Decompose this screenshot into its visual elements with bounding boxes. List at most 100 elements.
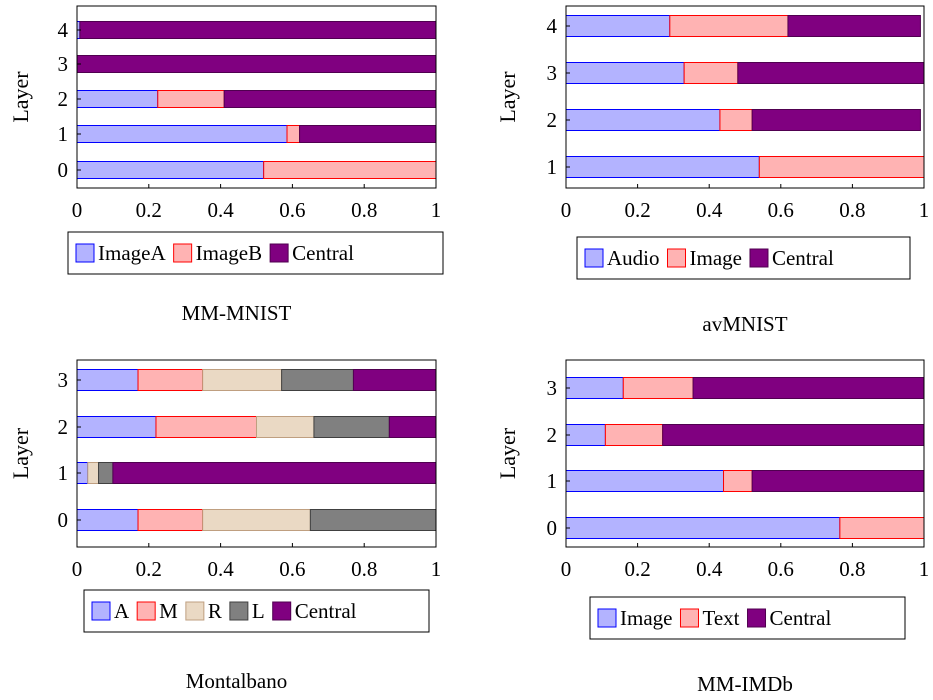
legend-swatch-imageb xyxy=(173,243,193,263)
bar-segment-audio-layer-3 xyxy=(565,62,685,84)
axes-frame xyxy=(565,5,925,189)
bar-segment-l-layer-1 xyxy=(98,462,114,484)
legend-swatch-r xyxy=(185,601,205,621)
legend-label-imageb: ImageB xyxy=(196,241,262,265)
bar-segment-image-layer-3 xyxy=(565,377,624,399)
legend-label-r: R xyxy=(208,599,222,623)
bar-segment-central-layer-3 xyxy=(352,369,437,391)
legend-label-imagea: ImageA xyxy=(98,241,166,265)
legend-label-central: Central xyxy=(292,241,354,265)
bar-segment-r-layer-1 xyxy=(87,462,100,484)
legend-swatch-a xyxy=(91,601,111,621)
bar-segment-a-layer-3 xyxy=(76,369,139,391)
x-tick-label: 0.2 xyxy=(136,198,162,222)
bar-segment-image-layer-1 xyxy=(758,156,925,178)
legend: Audio Image Central xyxy=(576,236,911,280)
bar-segment-image-layer-2 xyxy=(565,424,606,446)
bar-segment-m-layer-2 xyxy=(155,416,257,438)
legend-label-central: Central xyxy=(295,599,357,623)
bars xyxy=(565,15,925,178)
bar-segment-audio-layer-2 xyxy=(565,109,721,131)
bar-segment-central-layer-1 xyxy=(299,125,437,143)
legend-swatch-text xyxy=(679,608,699,628)
bar-segment-a-layer-0 xyxy=(76,509,139,531)
x-tick-label: 0.8 xyxy=(839,557,865,581)
bar-segment-l-layer-2 xyxy=(313,416,390,438)
x-tick-label: 0.8 xyxy=(351,557,377,581)
bar-segment-central-layer-2 xyxy=(388,416,437,438)
bar-segment-imageb-layer-0 xyxy=(263,161,437,179)
y-tick-label: 4 xyxy=(58,18,69,42)
bar-segment-imageb-layer-1 xyxy=(286,125,301,143)
x-tick-label: 0 xyxy=(561,557,572,581)
x-tick-label: 1 xyxy=(919,198,930,222)
bar-segment-imagea-layer-2 xyxy=(76,90,159,108)
y-tick-label: 0 xyxy=(58,158,69,182)
y-tick-label: 3 xyxy=(58,52,69,76)
bar-segment-r-layer-2 xyxy=(256,416,315,438)
axes-frame xyxy=(565,359,925,548)
bar-segment-imageb-layer-2 xyxy=(157,90,225,108)
bar-segment-central-layer-3 xyxy=(76,55,437,73)
y-tick-label: 2 xyxy=(58,415,69,439)
legend-label-text: Text xyxy=(702,606,739,630)
bar-segment-m-layer-0 xyxy=(137,509,204,531)
x-tick-label: 0.6 xyxy=(279,198,305,222)
y-tick-label: 1 xyxy=(58,461,69,485)
legend-swatch-central xyxy=(269,243,289,263)
x-tick-label: 0.6 xyxy=(279,557,305,581)
y-tick-label: 4 xyxy=(547,14,558,38)
x-tick-label: 0.2 xyxy=(624,198,650,222)
chart-panel-0: 0 1 2 3 4 0 0.2 0.4 0.6 0.8 1 Layer ImageA ImageB Cent… xyxy=(8,5,444,325)
legend-swatch-m xyxy=(136,601,156,621)
bar-segment-l-layer-0 xyxy=(309,509,437,531)
chart-title: MM-IMDb xyxy=(697,672,793,696)
bar-segment-image-layer-3 xyxy=(683,62,739,84)
x-tick-label: 0.8 xyxy=(351,198,377,222)
y-axis-label: Layer xyxy=(495,427,520,479)
x-tick-label: 1 xyxy=(431,557,442,581)
y-axis-label: Layer xyxy=(495,71,520,123)
bar-segment-a-layer-2 xyxy=(76,416,157,438)
bar-segment-image-layer-4 xyxy=(669,15,789,37)
y-tick-label: 0 xyxy=(547,516,558,540)
y-tick-label: 3 xyxy=(547,376,558,400)
bar-segment-central-layer-2 xyxy=(662,424,925,446)
legend: ImageA ImageB Central xyxy=(67,231,444,275)
legend-swatch-image xyxy=(597,608,617,628)
legend: Image Text Central xyxy=(589,596,906,640)
x-tick-label: 0.8 xyxy=(839,198,865,222)
bars xyxy=(76,369,437,531)
x-tick-label: 0.2 xyxy=(136,557,162,581)
bar-segment-central-layer-3 xyxy=(692,377,925,399)
chart-title: Montalbano xyxy=(186,669,287,693)
x-tick-label: 1 xyxy=(919,557,930,581)
bar-segment-text-layer-0 xyxy=(839,517,925,539)
x-tick-label: 0.6 xyxy=(768,198,794,222)
bars xyxy=(565,377,925,539)
bar-segment-central-layer-3 xyxy=(737,62,925,84)
legend-box xyxy=(67,231,444,275)
legend-swatch-imagea xyxy=(75,243,95,263)
legend-label-image: Image xyxy=(620,606,672,630)
bar-segment-image-layer-2 xyxy=(719,109,753,131)
x-tick-label: 0 xyxy=(561,198,572,222)
legend-label-audio: Audio xyxy=(607,246,660,270)
bar-segment-image-layer-0 xyxy=(565,517,841,539)
bar-segment-r-layer-0 xyxy=(202,509,311,531)
x-tick-label: 0.4 xyxy=(207,198,234,222)
chart-panel-2: 0 1 2 3 0 0.2 0.4 0.6 0.8 1 Layer A M R L Central Montal… xyxy=(8,359,442,693)
x-tick-label: 0.4 xyxy=(696,557,723,581)
legend-swatch-central xyxy=(747,608,767,628)
legend-label-central: Central xyxy=(772,246,834,270)
y-tick-label: 2 xyxy=(547,108,558,132)
x-tick-label: 1 xyxy=(431,198,442,222)
bar-segment-r-layer-3 xyxy=(202,369,283,391)
bar-segment-text-layer-3 xyxy=(622,377,694,399)
bar-segment-l-layer-3 xyxy=(281,369,354,391)
y-tick-label: 1 xyxy=(547,155,558,179)
bar-segment-m-layer-3 xyxy=(137,369,204,391)
chart-panel-3: 0 1 2 3 0 0.2 0.4 0.6 0.8 1 Layer Image Text Central M… xyxy=(495,359,930,696)
x-tick-label: 0.2 xyxy=(624,557,650,581)
